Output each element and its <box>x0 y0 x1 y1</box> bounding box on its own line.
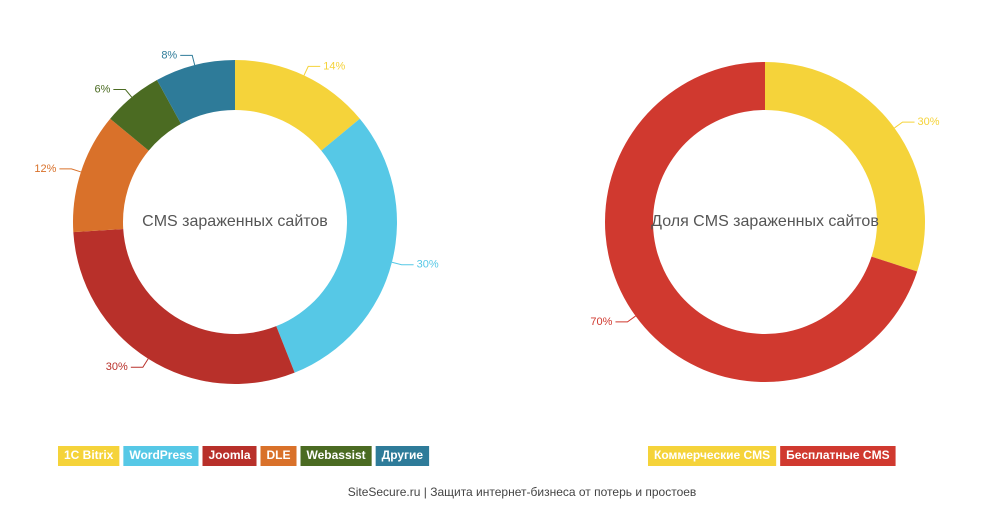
donut-slice <box>110 80 182 151</box>
leader-line <box>615 315 636 323</box>
value-label: 30% <box>417 259 439 271</box>
legend-item: Другие <box>375 446 430 466</box>
donut-slice <box>73 118 149 233</box>
legend-swatch <box>58 446 120 466</box>
leader-line <box>391 261 414 266</box>
value-label: 30% <box>918 116 940 128</box>
legend-item: WordPress <box>123 446 199 466</box>
legend-item: Webassist <box>300 446 372 466</box>
value-label: 14% <box>323 60 345 72</box>
leader-line <box>180 54 196 66</box>
legend-item: 1С Bitrix <box>58 446 120 466</box>
legend-swatch <box>123 446 199 466</box>
donut-slice <box>156 60 235 124</box>
value-label: 70% <box>590 316 612 328</box>
value-label: 12% <box>34 163 56 175</box>
donut-slice <box>235 60 360 151</box>
legend-label: 1С Bitrix <box>64 448 114 462</box>
legend-swatch <box>375 446 430 466</box>
chart-title: Доля CMS зараженных сайтов <box>651 213 879 230</box>
leader-line <box>59 168 82 173</box>
value-label: 8% <box>161 49 177 61</box>
legend-item: Joomla <box>202 446 257 466</box>
legend-swatch <box>780 446 896 466</box>
donut-slice <box>765 62 926 272</box>
legend-label: Другие <box>382 448 424 462</box>
legend-label: DLE <box>267 448 291 462</box>
leader-line <box>303 65 321 76</box>
donut-slice <box>73 229 295 384</box>
legend-label: Webassist <box>307 448 366 462</box>
legend-label: Бесплатные CMS <box>786 448 889 462</box>
legend-swatch <box>300 446 372 466</box>
chart-title: CMS зараженных сайтов <box>142 213 328 230</box>
leader-line <box>130 358 149 368</box>
legend-label: Joomla <box>209 448 251 462</box>
value-label: 30% <box>106 361 128 373</box>
footer: SiteSecure.ru | Защита интернет-бизнеса … <box>348 485 697 499</box>
legend-item: Коммерческие CMS <box>648 446 777 466</box>
legend-label: WordPress <box>129 448 192 462</box>
value-label: 6% <box>94 83 110 95</box>
legend-swatch <box>202 446 257 466</box>
donut-slice <box>276 118 397 373</box>
leader-line <box>113 88 133 98</box>
legend-item: DLE <box>260 446 297 466</box>
leader-line <box>894 121 915 129</box>
legend-item: Бесплатные CMS <box>780 446 896 466</box>
legend-swatch <box>260 446 297 466</box>
donut-slice <box>605 62 918 383</box>
legend-swatch <box>648 446 777 466</box>
legend-label: Коммерческие CMS <box>654 448 770 462</box>
